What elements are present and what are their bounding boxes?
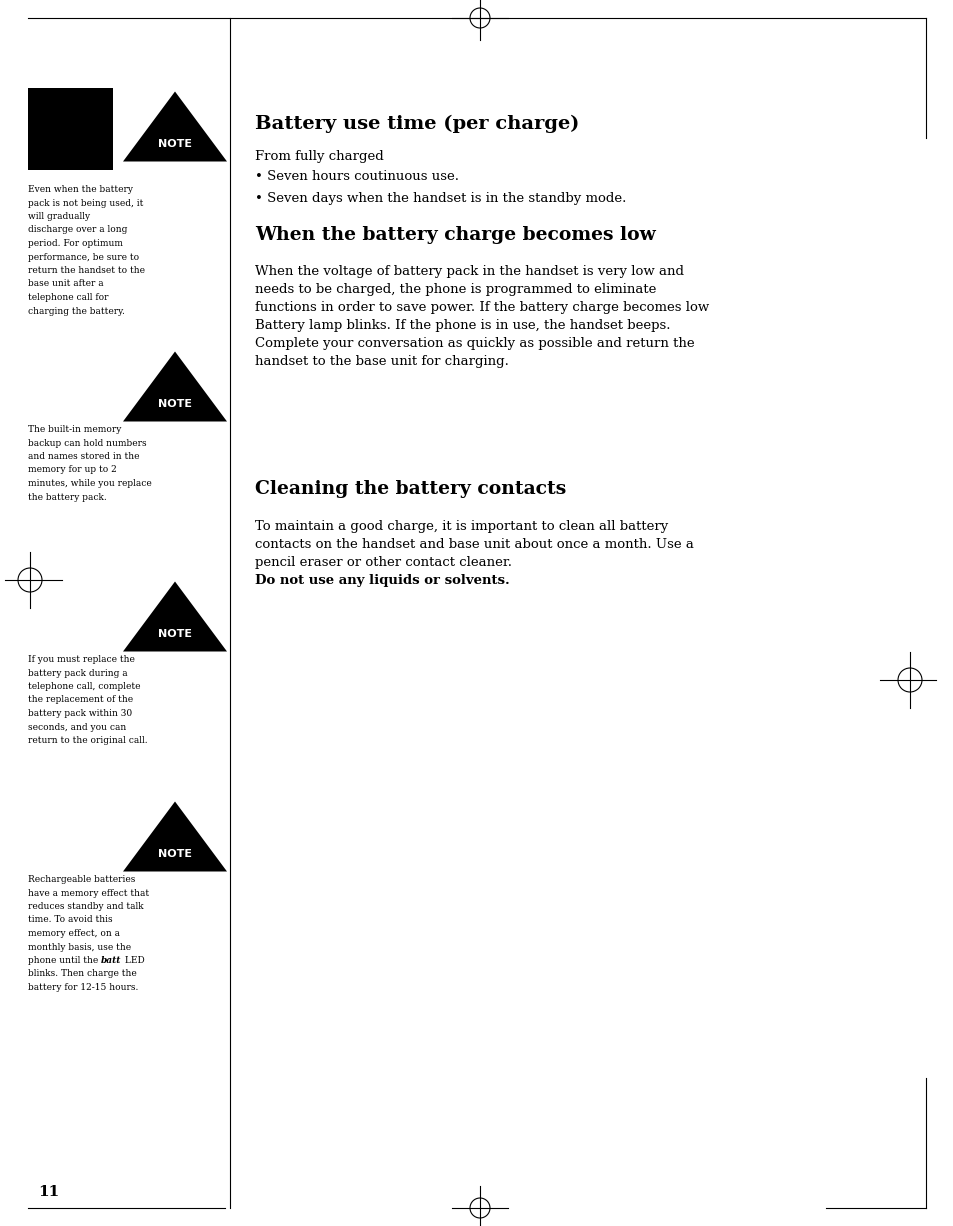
Text: period. For optimum: period. For optimum <box>28 239 123 248</box>
Text: memory for up to 2: memory for up to 2 <box>28 466 116 474</box>
Text: The built-in memory: The built-in memory <box>28 425 121 434</box>
Text: battery pack within 30: battery pack within 30 <box>28 709 132 718</box>
Text: Cleaning the battery contacts: Cleaning the battery contacts <box>254 481 566 498</box>
Text: the replacement of the: the replacement of the <box>28 695 133 705</box>
Text: Do not use any liquids or solvents.: Do not use any liquids or solvents. <box>254 574 509 587</box>
Text: NOTE: NOTE <box>158 139 192 150</box>
Text: Battery lamp blinks. If the phone is in use, the handset beeps.: Battery lamp blinks. If the phone is in … <box>254 319 670 332</box>
Text: minutes, while you replace: minutes, while you replace <box>28 479 152 488</box>
Text: telephone call, complete: telephone call, complete <box>28 682 140 691</box>
Text: When the voltage of battery pack in the handset is very low and: When the voltage of battery pack in the … <box>254 265 683 278</box>
Text: needs to be charged, the phone is programmed to eliminate: needs to be charged, the phone is progra… <box>254 283 656 295</box>
Text: will gradually: will gradually <box>28 212 90 221</box>
Text: functions in order to save power. If the battery charge becomes low: functions in order to save power. If the… <box>254 302 708 314</box>
Text: and names stored in the: and names stored in the <box>28 452 139 461</box>
Polygon shape <box>123 802 227 872</box>
Text: To maintain a good charge, it is important to clean all battery: To maintain a good charge, it is importa… <box>254 520 667 533</box>
Text: Battery use time (per charge): Battery use time (per charge) <box>254 115 578 134</box>
Text: 11: 11 <box>38 1186 59 1199</box>
Text: backup can hold numbers: backup can hold numbers <box>28 439 147 447</box>
Text: contacts on the handset and base unit about once a month. Use a: contacts on the handset and base unit ab… <box>254 538 693 550</box>
Text: battery pack during a: battery pack during a <box>28 668 128 678</box>
Text: memory effect, on a: memory effect, on a <box>28 929 120 938</box>
Text: When the battery charge becomes low: When the battery charge becomes low <box>254 226 655 244</box>
Text: handset to the base unit for charging.: handset to the base unit for charging. <box>254 356 508 368</box>
Text: pencil eraser or other contact cleaner.: pencil eraser or other contact cleaner. <box>254 557 512 569</box>
Text: seconds, and you can: seconds, and you can <box>28 722 126 732</box>
Text: return the handset to the: return the handset to the <box>28 266 145 275</box>
Text: battery for 12-15 hours.: battery for 12-15 hours. <box>28 983 138 992</box>
Text: • Seven hours coutinuous use.: • Seven hours coutinuous use. <box>254 170 458 183</box>
Text: • Seven days when the handset is in the standby mode.: • Seven days when the handset is in the … <box>254 192 626 205</box>
Polygon shape <box>123 581 227 651</box>
Text: From fully charged: From fully charged <box>254 150 383 163</box>
Text: NOTE: NOTE <box>158 848 192 859</box>
Text: the battery pack.: the battery pack. <box>28 493 107 501</box>
Polygon shape <box>123 352 227 422</box>
Text: LED: LED <box>121 956 144 965</box>
Text: performance, be sure to: performance, be sure to <box>28 253 139 261</box>
Text: Rechargeable batteries: Rechargeable batteries <box>28 875 135 884</box>
Text: base unit after a: base unit after a <box>28 280 104 288</box>
Text: Complete your conversation as quickly as possible and return the: Complete your conversation as quickly as… <box>254 337 694 349</box>
Text: return to the original call.: return to the original call. <box>28 736 148 745</box>
Text: NOTE: NOTE <box>158 398 192 409</box>
Text: blinks. Then charge the: blinks. Then charge the <box>28 970 136 978</box>
Text: pack is not being used, it: pack is not being used, it <box>28 199 143 207</box>
Text: monthly basis, use the: monthly basis, use the <box>28 943 131 951</box>
Text: NOTE: NOTE <box>158 629 192 639</box>
Text: Even when the battery: Even when the battery <box>28 185 132 194</box>
Bar <box>28 88 112 170</box>
Polygon shape <box>123 92 227 162</box>
Text: time. To avoid this: time. To avoid this <box>28 916 112 924</box>
Text: charging the battery.: charging the battery. <box>28 306 125 315</box>
Text: discharge over a long: discharge over a long <box>28 226 128 234</box>
Text: If you must replace the: If you must replace the <box>28 655 134 664</box>
Text: have a memory effect that: have a memory effect that <box>28 889 149 897</box>
Text: batt: batt <box>101 956 121 965</box>
Text: reduces standby and talk: reduces standby and talk <box>28 902 144 911</box>
Text: telephone call for: telephone call for <box>28 293 109 302</box>
Text: phone until the: phone until the <box>28 956 101 965</box>
